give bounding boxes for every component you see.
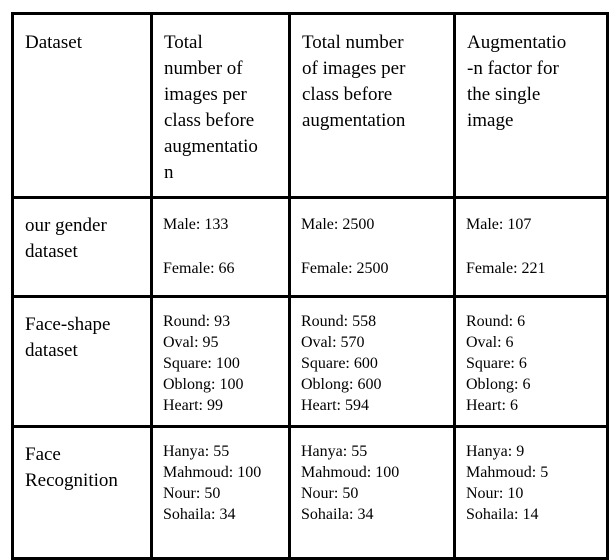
gender-counts-before-augmentation: Male: 133 Female: 66 [150, 196, 291, 298]
row-label-face-recognition: Face Recognition [11, 425, 153, 560]
table-row-face-shape-dataset: Face-shape dataset Round: 93 Oval: 95 Sq… [11, 295, 609, 428]
row-label-face-shape-dataset: Face-shape dataset [11, 295, 153, 428]
row-label-gender-dataset: our gender dataset [11, 196, 153, 298]
header-images-per-class-after-augmentation: Total number of images per class before … [288, 12, 456, 199]
face-shape-counts-augmented: Round: 558 Oval: 570 Square: 600 Oblong:… [288, 295, 456, 428]
header-dataset: Dataset [11, 12, 153, 199]
table-header-row: Dataset Total number of images per class… [11, 12, 609, 199]
gender-counts-augmented: Male: 2500 Female: 2500 [288, 196, 456, 298]
face-recognition-augmentation-factor: Hanya: 9 Mahmoud: 5 Nour: 10 Sohaila: 14 [453, 425, 609, 560]
face-recognition-counts-augmented: Hanya: 55 Mahmoud: 100 Nour: 50 Sohaila:… [288, 425, 456, 560]
gender-augmentation-factor: Male: 107 Female: 221 [453, 196, 609, 298]
table-row-gender-dataset: our gender dataset Male: 133 Female: 66 … [11, 196, 609, 298]
face-shape-augmentation-factor: Round: 6 Oval: 6 Square: 6 Oblong: 6 Hea… [453, 295, 609, 428]
augmentation-table: Dataset Total number of images per class… [11, 12, 609, 560]
table-row-face-recognition: Face Recognition Hanya: 55 Mahmoud: 100 … [11, 425, 609, 560]
face-recognition-counts-before-augmentation: Hanya: 55 Mahmoud: 100 Nour: 50 Sohaila:… [150, 425, 291, 560]
header-images-per-class-before-augmentation: Total number of images per class before … [150, 12, 291, 199]
face-shape-counts-before-augmentation: Round: 93 Oval: 95 Square: 100 Oblong: 1… [150, 295, 291, 428]
header-augmentation-factor: Augmentatio -n factor for the single ima… [453, 12, 609, 199]
